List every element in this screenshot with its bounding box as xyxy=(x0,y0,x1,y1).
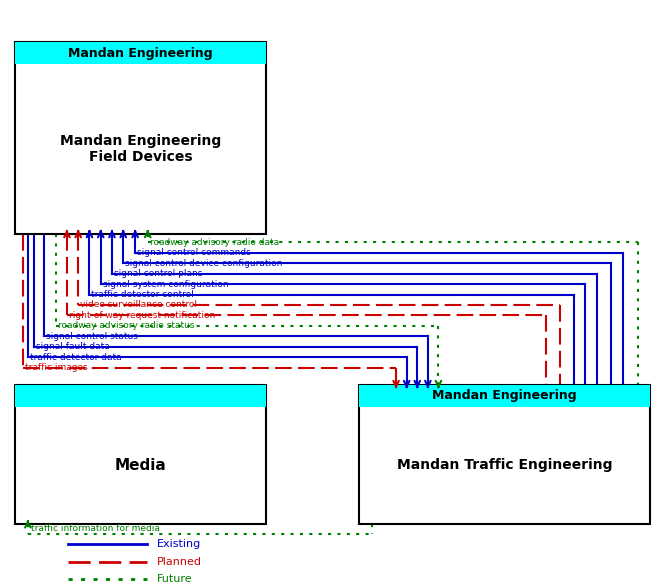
Text: signal system configuration: signal system configuration xyxy=(102,280,228,288)
FancyBboxPatch shape xyxy=(359,384,650,407)
Text: video surveillance control: video surveillance control xyxy=(80,301,198,309)
Text: roadway advisory radio data: roadway advisory radio data xyxy=(150,238,279,247)
Text: signal control device configuration: signal control device configuration xyxy=(125,258,283,268)
FancyBboxPatch shape xyxy=(15,42,266,64)
Text: signal control plans: signal control plans xyxy=(114,269,202,278)
Text: Mandan Traffic Engineering: Mandan Traffic Engineering xyxy=(397,458,612,472)
Text: traffic images: traffic images xyxy=(25,363,87,372)
Text: Mandan Engineering
Field Devices: Mandan Engineering Field Devices xyxy=(60,134,221,164)
FancyBboxPatch shape xyxy=(15,42,266,234)
Text: traffic detector control: traffic detector control xyxy=(92,290,194,299)
Text: signal control status: signal control status xyxy=(47,332,138,341)
Text: signal control commands: signal control commands xyxy=(137,248,251,257)
Text: Existing: Existing xyxy=(157,539,201,549)
FancyBboxPatch shape xyxy=(15,384,266,524)
Text: signal fault data: signal fault data xyxy=(36,342,110,351)
Text: Planned: Planned xyxy=(157,557,202,567)
Text: Future: Future xyxy=(157,574,193,584)
Text: traffic information for media: traffic information for media xyxy=(31,524,160,533)
Text: traffic detector data: traffic detector data xyxy=(30,353,122,362)
Text: roadway advisory radio status: roadway advisory radio status xyxy=(58,321,194,331)
Text: Mandan Engineering: Mandan Engineering xyxy=(68,46,213,60)
Text: Mandan Engineering: Mandan Engineering xyxy=(432,389,577,402)
FancyBboxPatch shape xyxy=(359,384,650,524)
FancyBboxPatch shape xyxy=(15,384,266,407)
Text: right-of-way request notification: right-of-way request notification xyxy=(69,311,215,320)
Text: Media: Media xyxy=(114,458,166,473)
